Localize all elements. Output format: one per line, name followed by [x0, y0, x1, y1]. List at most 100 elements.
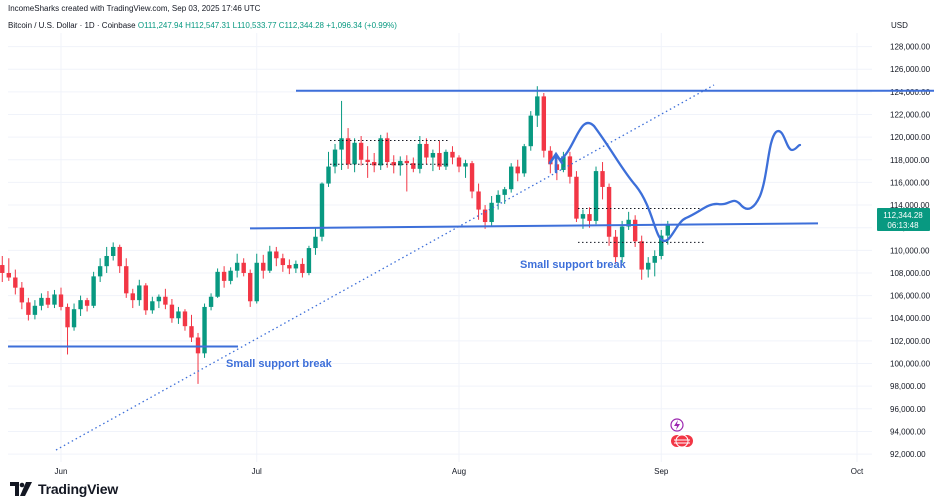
candle-body — [137, 285, 142, 301]
y-tick-label: 116,000.00 — [890, 178, 930, 187]
candlestick-series — [0, 86, 670, 384]
symbol-bar: Bitcoin / U.S. Dollar · 1D · Coinbase O1… — [8, 21, 397, 30]
candle-body — [535, 96, 540, 116]
last-price-countdown: 06:13:48 — [887, 221, 919, 230]
candle-body — [522, 146, 527, 174]
y-tick-label: 122,000.00 — [890, 110, 931, 119]
y-tick-label: 102,000.00 — [890, 337, 931, 346]
projection-curve — [558, 121, 802, 243]
candle-body — [326, 166, 331, 184]
candle-body — [52, 294, 57, 305]
candle-body — [476, 191, 481, 210]
candle-body — [176, 311, 181, 319]
tradingview-brand: TradingView — [38, 481, 119, 497]
candle-body — [293, 263, 299, 269]
y-tick-label: 118,000.00 — [890, 156, 930, 165]
last-price-marker: 112,344.28 06:13:48 — [877, 208, 930, 231]
candle-body — [215, 271, 220, 297]
candle-body — [424, 143, 429, 158]
candle-body — [358, 142, 364, 160]
chart-grid — [8, 33, 872, 462]
candle-body — [587, 214, 592, 221]
up-arrow-icon — [548, 151, 564, 174]
y-tick-label: 120,000.00 — [890, 133, 931, 142]
candle-body — [6, 272, 12, 278]
candle-body — [130, 293, 135, 301]
x-tick-label: Jul — [252, 467, 262, 476]
candle-body — [548, 150, 553, 165]
candle-body — [39, 297, 44, 306]
candle-body — [391, 162, 396, 166]
candle-body — [241, 262, 246, 273]
currency-label[interactable]: USD — [891, 21, 908, 30]
candle-body — [378, 138, 383, 166]
candle-body — [32, 305, 38, 315]
candle-body — [78, 300, 83, 310]
y-tick-label: 92,000.00 — [890, 450, 926, 459]
candle-body — [163, 296, 168, 305]
candle-body — [365, 159, 370, 163]
candle-body — [267, 251, 272, 271]
candle-body — [58, 294, 64, 307]
candle-body — [404, 160, 410, 164]
candle-body — [124, 266, 129, 294]
candle-body — [600, 171, 605, 187]
y-tick-label: 94,000.00 — [890, 427, 926, 436]
ohlc-close: C112,344.28 — [278, 21, 324, 30]
lightning-event-icon[interactable] — [670, 418, 684, 432]
y-tick-label: 128,000.00 — [890, 43, 931, 52]
candle-body — [150, 301, 155, 311]
candle-body — [339, 138, 344, 150]
candle-body — [117, 246, 122, 267]
candle-body — [300, 263, 305, 273]
candle-body — [345, 138, 351, 165]
candle-body — [13, 277, 18, 288]
candle-body — [450, 151, 455, 158]
candle-body — [208, 296, 214, 307]
candle-body — [665, 224, 670, 236]
candle-body — [228, 270, 233, 281]
ohlc-high: H112,547.31 — [185, 21, 231, 30]
candle-body — [541, 96, 547, 151]
candle-body — [528, 115, 533, 147]
y-tick-label: 126,000.00 — [890, 65, 931, 74]
annotations-layer — [8, 84, 934, 451]
candle-body — [437, 152, 442, 167]
candle-body — [398, 160, 403, 166]
candle-body — [195, 337, 201, 354]
candle-body — [371, 162, 377, 166]
x-tick-label: Aug — [452, 467, 466, 476]
candle-body — [169, 304, 175, 319]
candle-body — [619, 226, 625, 258]
candle-body — [189, 326, 194, 338]
candle-body — [456, 157, 462, 167]
support-line-middle — [249, 222, 819, 230]
candle-body — [287, 265, 292, 269]
candle-body — [306, 248, 312, 273]
candle-body — [659, 235, 664, 256]
candle-body — [84, 300, 90, 306]
y-tick-label: 108,000.00 — [890, 269, 931, 278]
symbol-title: Bitcoin / U.S. Dollar · 1D · Coinbase — [8, 21, 136, 30]
candle-body — [274, 251, 279, 259]
tradingview-logo-icon — [10, 482, 32, 496]
us-flag-event-icon[interactable] — [671, 434, 693, 448]
candle-body — [469, 163, 475, 192]
tradingview-footer[interactable]: TradingView — [10, 481, 118, 497]
candle-body — [613, 236, 618, 258]
candle-body — [261, 262, 266, 271]
candle-body — [443, 151, 449, 167]
candle-body — [143, 285, 149, 311]
candle-body — [97, 266, 103, 277]
candle-body — [417, 143, 423, 169]
candle-body — [254, 262, 259, 302]
candle-body — [156, 296, 162, 302]
y-tick-label: 100,000.00 — [890, 360, 931, 369]
candle-body — [561, 156, 566, 170]
candle-body — [332, 149, 338, 167]
candle-body — [626, 219, 631, 227]
candle-body — [652, 255, 657, 263]
candle-body — [639, 241, 644, 270]
candle-body — [45, 297, 51, 305]
